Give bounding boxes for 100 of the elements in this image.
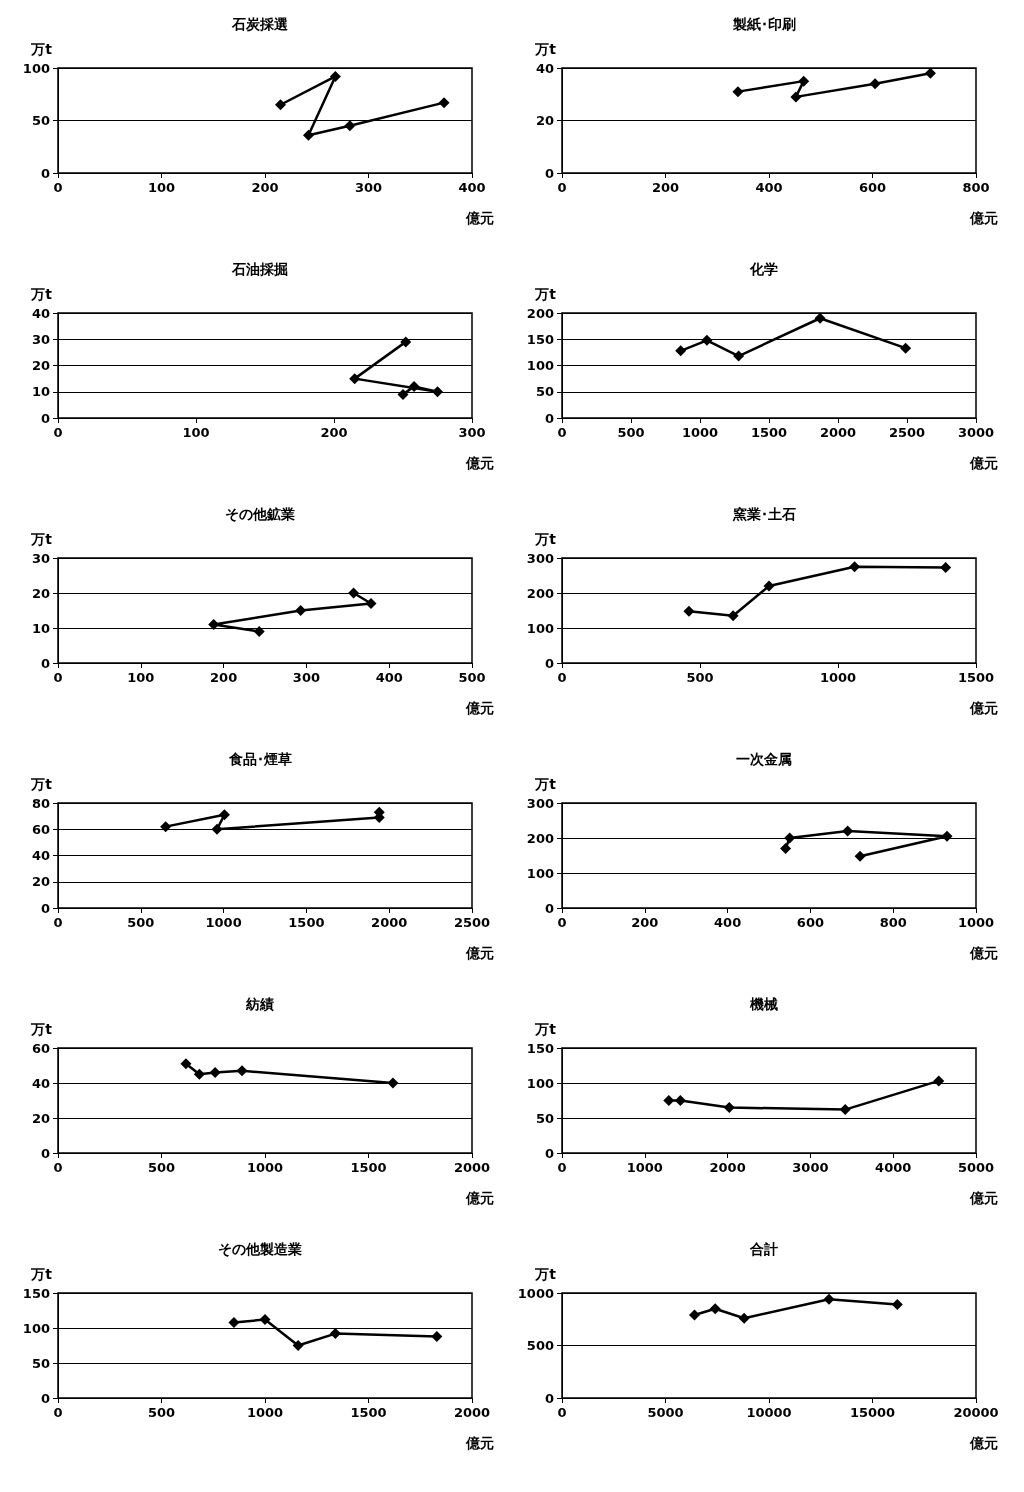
point [253,626,265,637]
y-tick-label: 100 [526,1075,554,1091]
point [869,78,881,90]
chart-title: 機械 [749,996,778,1012]
point [663,1095,675,1106]
x-tick-label: 200 [251,180,279,195]
point [160,821,172,833]
x-tick-label: 0 [557,670,567,685]
x-tick-label: 400 [714,915,742,930]
x-tick-label: 3000 [957,425,995,440]
y-axis-title: 万t [30,531,53,547]
y-axis-title: 万t [534,1021,557,1037]
y-axis-title: 万t [30,776,53,792]
x-tick-label: 1000 [681,425,719,440]
y-tick-label: 50 [535,384,554,400]
point [941,830,953,842]
point [790,91,802,103]
y-tick-label: 30 [31,550,50,566]
y-tick-label: 20 [535,113,554,128]
y-tick-label: 10 [31,620,50,636]
y-tick-label: 100 [22,1320,50,1336]
x-tick-label: 3000 [792,1160,829,1175]
x-tick-label: 1000 [819,670,857,685]
y-tick-label: 300 [526,550,554,566]
x-tick-label: 1500 [750,425,788,440]
chart-title: 合計 [749,1241,778,1257]
y-tick-label: 40 [31,848,50,863]
y-tick-label: 0 [40,165,50,181]
y-tick-label: 0 [544,165,554,181]
y-tick-label: 0 [544,1390,554,1406]
point [723,1102,735,1113]
x-tick-label: 1500 [350,1160,387,1175]
chart-title: 紡績 [245,996,274,1012]
point [236,1065,248,1077]
y-tick-label: 200 [526,305,554,321]
x-tick-label: 0 [557,915,567,930]
point [438,97,450,109]
point [329,70,341,82]
x-tick-label: 600 [796,915,824,930]
x-axis-title: 億元 [465,945,494,961]
x-tick-label: 200 [631,915,659,930]
x-tick-label: 5000 [647,1405,684,1420]
point [727,610,739,622]
y-axis-title: 万t [534,41,557,57]
chart-title: その他鉱業 [225,506,295,522]
y-tick-label: 150 [22,1285,50,1301]
point [683,605,695,617]
y-tick-label: 0 [544,900,554,916]
point [688,1309,700,1321]
point [397,388,409,400]
y-tick-label: 200 [526,830,554,846]
y-tick-label: 150 [526,331,554,347]
y-tick-label: 20 [31,585,50,601]
point [940,561,952,573]
x-tick-label: 500 [617,425,645,440]
point [400,336,412,348]
point [432,386,443,398]
point [431,1330,443,1342]
point [259,1314,271,1326]
y-tick-label: 40 [31,1075,50,1091]
y-tick-label: 100 [22,60,50,76]
point [211,823,223,835]
y-axis-title: 万t [30,1021,53,1037]
x-tick-label: 0 [557,425,567,440]
point [823,1293,835,1305]
point [408,381,420,392]
x-tick-label: 300 [292,670,320,685]
x-tick-label: 100 [182,425,210,440]
point [733,350,745,362]
x-axis-title: 億元 [969,1435,998,1451]
x-tick-label: 1500 [288,915,325,930]
x-tick-label: 0 [557,180,567,195]
chart-title: 窯業･土石 [731,506,796,522]
x-tick-label: 1000 [626,1160,663,1175]
y-tick-label: 60 [31,821,50,837]
y-tick-label: 100 [526,620,554,636]
x-tick-label: 0 [53,180,63,195]
x-tick-label: 1000 [246,1160,284,1175]
x-tick-label: 200 [320,425,348,440]
x-tick-label: 500 [147,1160,176,1175]
x-tick-label: 0 [53,425,63,440]
y-tick-label: 80 [31,795,50,811]
point [365,598,377,609]
chart-title: 石油採掘 [231,261,288,277]
point [302,129,314,141]
y-axis-title: 万t [534,1266,557,1282]
point [839,1104,851,1116]
x-tick-label: 2000 [453,1405,491,1420]
x-tick-label: 2000 [453,1160,491,1175]
x-tick-label: 400 [375,670,403,685]
y-tick-label: 500 [526,1338,554,1353]
x-axis-title: 億元 [969,1190,998,1206]
x-tick-label: 200 [210,670,238,685]
point [209,1067,221,1078]
y-tick-label: 50 [31,1355,50,1371]
x-tick-label: 2500 [888,425,926,440]
point [193,1068,205,1080]
x-tick-label: 400 [755,180,783,195]
y-tick-label: 20 [31,874,50,890]
y-tick-label: 20 [31,1110,50,1126]
